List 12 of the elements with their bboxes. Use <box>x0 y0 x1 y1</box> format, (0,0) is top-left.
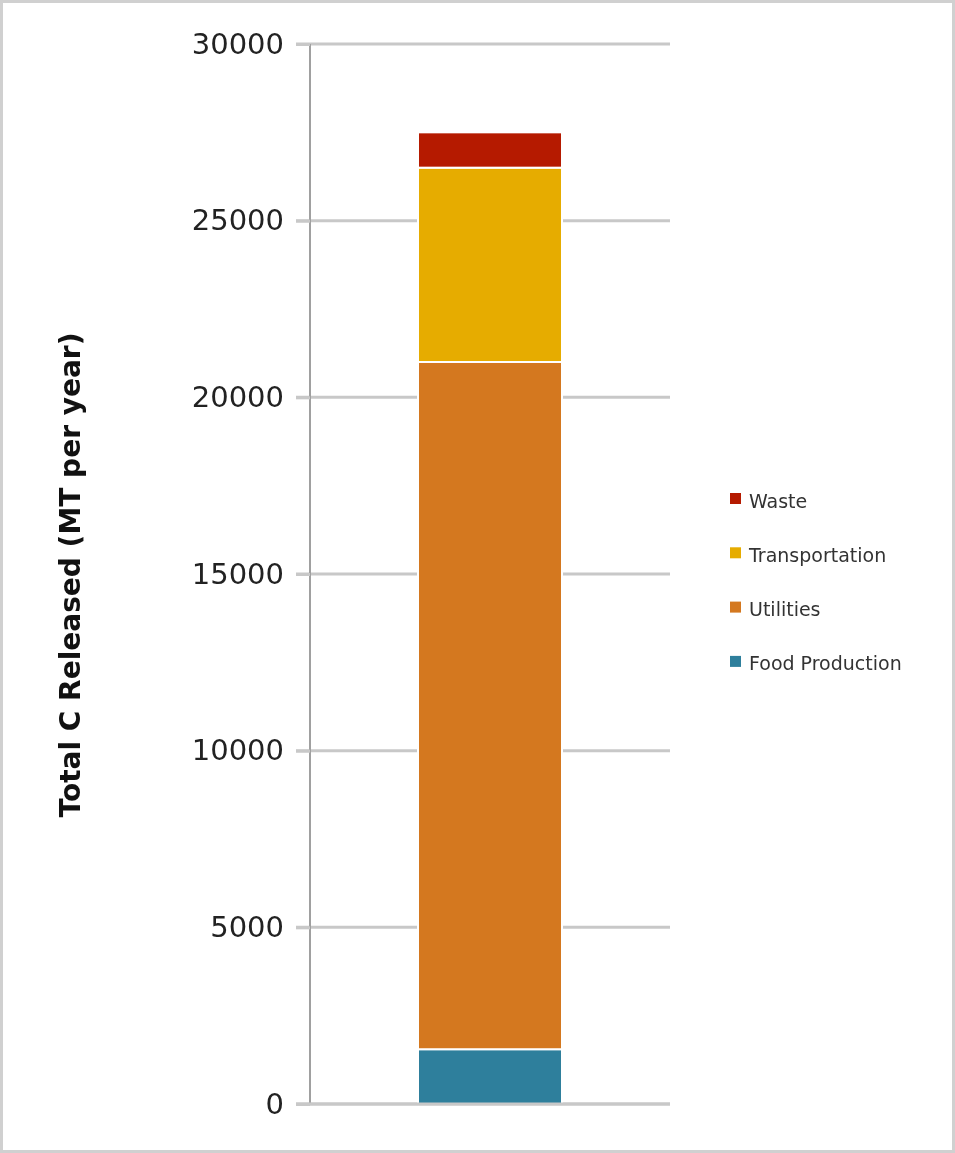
y-tick-label: 15000 <box>191 556 284 591</box>
legend-label: Transportation <box>748 543 887 566</box>
y-tick-label: 30000 <box>191 26 284 61</box>
y-tick-label: 5000 <box>210 910 284 945</box>
y-tick-label: 25000 <box>191 203 284 238</box>
legend-label: Utilities <box>749 598 821 621</box>
y-tick-label: 10000 <box>191 733 284 768</box>
y-axis-title: Total C Released (MT per year) <box>54 332 87 818</box>
y-tick-label: 0 <box>265 1086 284 1121</box>
legend-label: Waste <box>749 489 808 512</box>
legend-label: Food Production <box>749 652 902 675</box>
y-tick-label: 20000 <box>191 380 284 415</box>
